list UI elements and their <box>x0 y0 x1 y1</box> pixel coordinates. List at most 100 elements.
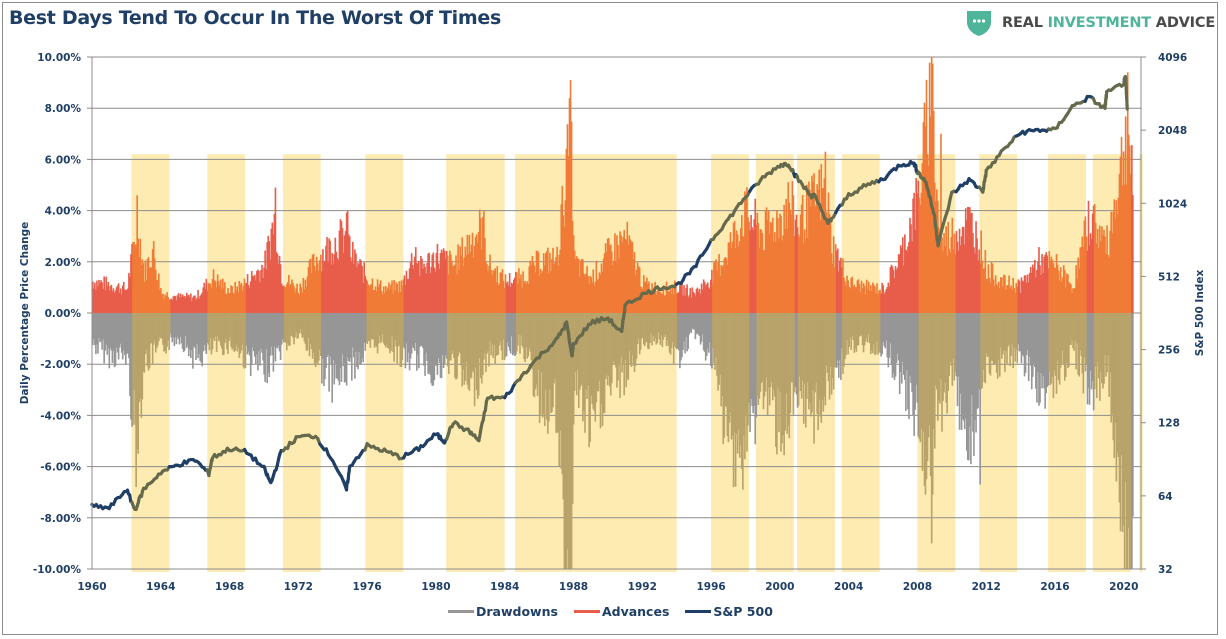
drawdown-bar <box>233 313 235 352</box>
drawdown-bar <box>815 313 817 383</box>
advance-bar <box>984 249 987 313</box>
advance-bar <box>735 230 738 313</box>
advance-bar <box>587 276 589 313</box>
drawdown-bar <box>251 313 254 348</box>
drawdown-bar <box>673 313 676 346</box>
advance-bar <box>1071 292 1073 313</box>
drawdown-bar <box>215 313 218 352</box>
drawdown-bar <box>140 313 143 418</box>
drawdown-bar <box>911 313 913 393</box>
advance-bar <box>755 224 758 313</box>
drawdown-bar <box>186 313 189 346</box>
advance-bar <box>451 260 453 313</box>
advance-bar <box>800 204 803 313</box>
drawdown-bar <box>1113 313 1116 459</box>
advance-bar <box>799 214 802 313</box>
drawdown-bar <box>1066 313 1068 363</box>
drawdown-bar <box>496 313 499 355</box>
drawdown-bar <box>366 313 369 344</box>
advance-bar <box>949 252 952 313</box>
advance-bar <box>1055 254 1058 313</box>
advance-bar <box>519 278 521 313</box>
advance-bar <box>99 282 101 313</box>
x-tick-label: 1988 <box>559 581 588 593</box>
drawdown-bar <box>260 313 262 349</box>
advance-bar <box>598 272 601 313</box>
drawdown-bar <box>577 313 580 409</box>
drawdown-bar <box>584 313 586 433</box>
drawdown-bar <box>710 313 712 367</box>
drawdown-bar <box>307 313 310 338</box>
advance-bar <box>594 281 597 313</box>
drawdown-bar <box>330 313 332 365</box>
advance-bar <box>100 280 102 313</box>
drawdown-bar <box>317 313 320 361</box>
advance-bar <box>877 294 879 313</box>
advance-bar <box>670 293 673 313</box>
advance-bar <box>930 57 933 313</box>
advance-bar <box>574 259 577 313</box>
advance-bar <box>713 262 715 313</box>
drawdown-bar <box>823 313 826 397</box>
drawdown-bar <box>844 313 846 360</box>
drawdown-bar <box>407 313 410 353</box>
drawdown-bar <box>466 313 469 385</box>
advance-bar <box>1101 226 1103 313</box>
advance-bar <box>911 241 913 313</box>
advance-bar <box>1019 292 1022 313</box>
drawdown-bar <box>893 313 896 380</box>
advance-bar <box>456 274 458 313</box>
drawdown-bar <box>1030 313 1033 390</box>
advance-bar <box>957 250 960 313</box>
drawdown-bar <box>831 313 834 378</box>
advance-bar <box>201 292 204 313</box>
advance-bar <box>364 275 367 313</box>
drawdown-bar <box>230 313 232 347</box>
drawdown-bar <box>917 313 920 437</box>
drawdown-bar <box>635 313 638 359</box>
drawdown-bar <box>979 313 981 485</box>
advance-bar <box>1011 289 1013 313</box>
advance-bar <box>568 98 571 313</box>
advance-bar <box>94 282 96 313</box>
advance-bar <box>1080 247 1083 313</box>
drawdown-bar <box>617 313 619 381</box>
drawdown-bar <box>932 313 935 429</box>
drawdown-bar <box>559 313 562 431</box>
advance-bar <box>827 192 830 313</box>
drawdown-bar <box>702 313 705 351</box>
drawdown-bar <box>386 313 388 345</box>
advance-bar <box>980 230 983 313</box>
advance-bar <box>702 279 705 313</box>
drawdown-bar <box>743 313 745 436</box>
advance-bar <box>136 195 138 313</box>
drawdown-bar <box>360 313 362 364</box>
drawdown-bar <box>1053 313 1056 371</box>
drawdown-bar <box>484 313 486 354</box>
drawdown-bar <box>890 313 893 366</box>
drawdown-bar <box>586 313 588 400</box>
drawdown-bar <box>784 313 786 431</box>
advance-bar <box>644 281 646 313</box>
advance-bar <box>615 261 617 313</box>
drawdown-bar <box>1090 313 1093 390</box>
advance-bar <box>1110 211 1113 313</box>
advance-bar <box>424 266 426 313</box>
drawdown-bar <box>583 313 585 411</box>
drawdown-bar <box>301 313 304 338</box>
advance-bar <box>468 234 471 313</box>
advance-bar <box>951 217 954 313</box>
drawdown-bar <box>974 313 976 420</box>
drawdown-bar <box>130 313 132 420</box>
drawdown-bar <box>725 313 728 408</box>
advance-bar <box>1007 285 1009 313</box>
drawdown-bar <box>403 313 406 349</box>
drawdown-bar <box>1015 313 1018 350</box>
drawdown-bar <box>514 313 516 357</box>
drawdown-bar <box>971 313 973 396</box>
y-tick-label: 2.00% <box>45 257 82 269</box>
advance-bar <box>1061 277 1064 313</box>
drawdown-bar <box>765 313 768 378</box>
drawdown-bar <box>145 313 148 351</box>
drawdown-bar <box>100 313 102 341</box>
